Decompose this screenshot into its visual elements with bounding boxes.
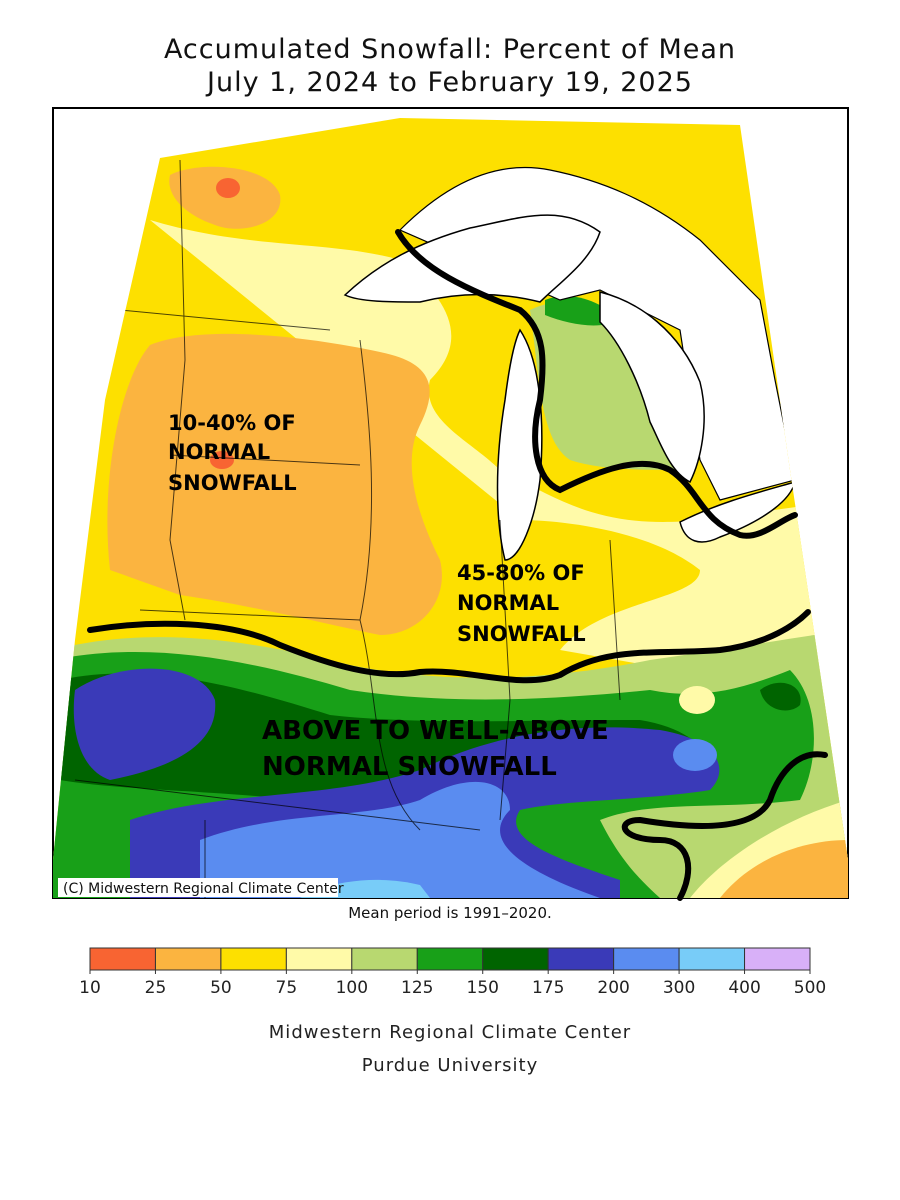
colorbar-segment [154, 947, 222, 971]
colorbar-segment [351, 947, 418, 971]
colorbar-label: 10 [79, 978, 101, 998]
lake-superior [343, 214, 601, 303]
note: Mean period is 1991–2020. [348, 904, 552, 922]
colorbar-label: 150 [467, 978, 499, 998]
borders [74, 159, 621, 898]
colorbar-label: 100 [336, 978, 368, 998]
annotation: NORMAL SNOWFALL [262, 752, 557, 782]
lake-huron [599, 291, 705, 484]
annotation: SNOWFALL [457, 622, 586, 646]
annotation-line [621, 751, 828, 901]
map [53, 118, 848, 898]
annotation: SNOWFALL [168, 471, 297, 495]
fill-blue [200, 781, 600, 898]
copyright: (C) Midwestern Regional Climate Center [63, 881, 344, 897]
colorbar-label: 25 [145, 978, 167, 998]
fill-orange [107, 333, 442, 635]
fill-orange [720, 840, 848, 898]
colorbar-segment [613, 947, 680, 971]
colorbar-label: 500 [794, 978, 826, 998]
annotation-line [395, 229, 798, 539]
annotation-line [87, 609, 811, 684]
colorbar: 10 25 50 75 100 125 150 175 200 300 400 500 [79, 947, 826, 998]
annotation: 10-40% OF [168, 411, 296, 435]
colorbar-label: 400 [728, 978, 760, 998]
title: Accumulated Snowfall: Percent of Mean [164, 34, 736, 65]
fill-darkblue [73, 668, 216, 780]
subtitle: July 1, 2024 to February 19, 2025 [205, 67, 693, 98]
colorbar-segment [744, 947, 811, 971]
footer: Purdue University [362, 1055, 538, 1076]
colorbar-label: 125 [401, 978, 433, 998]
colorbar-label: 300 [663, 978, 695, 998]
colorbar-segment [678, 947, 746, 971]
colorbar-label: 50 [210, 978, 232, 998]
fill-pale [679, 686, 715, 714]
colorbar-segment [89, 947, 156, 971]
colorbar-segment [482, 947, 549, 971]
annotation: 45-80% OF [457, 561, 585, 585]
colorbar-label: 75 [276, 978, 298, 998]
fill-darkgreen [760, 682, 801, 711]
fill-red [210, 451, 234, 469]
fill-red [216, 178, 240, 198]
colorbar-segment [547, 947, 615, 971]
fill-blue [673, 739, 717, 771]
annotation: ABOVE TO WELL-ABOVE [262, 716, 609, 746]
colorbar-segment [220, 947, 287, 971]
annotation: NORMAL [457, 591, 559, 615]
colorbar-label: 175 [532, 978, 564, 998]
lake-erie [679, 480, 797, 543]
colorbar-label: 200 [597, 978, 629, 998]
colorbar-segment [285, 947, 353, 971]
fill-pale [310, 260, 430, 363]
lake-michigan [496, 328, 543, 561]
colorbar-segment [416, 947, 484, 971]
footer: Midwestern Regional Climate Center [269, 1022, 631, 1043]
fill-orange [169, 166, 281, 229]
annotation: NORMAL [168, 440, 270, 464]
copyright-box [58, 878, 338, 897]
